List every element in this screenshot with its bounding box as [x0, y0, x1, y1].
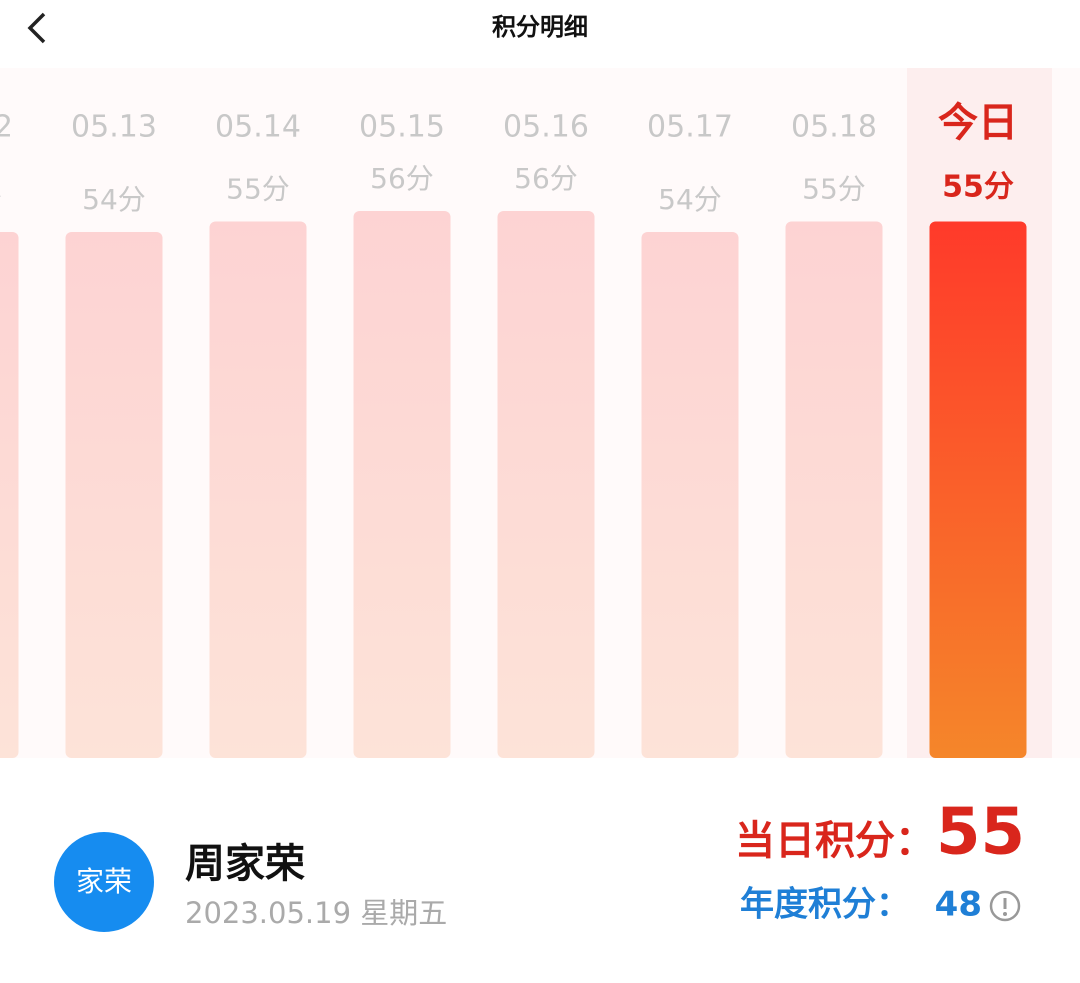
- date-text: 2023.05.19 星期五: [185, 896, 447, 930]
- value-label: 54分: [658, 183, 722, 216]
- x-tick-label: 05.18: [791, 110, 877, 145]
- annual-label: 年度积分：: [740, 885, 910, 925]
- value-label: 55分: [226, 173, 290, 206]
- value-label: 56分: [370, 162, 434, 195]
- x-tick-label: 今日: [938, 100, 1018, 146]
- daily-value: 55: [936, 796, 1025, 870]
- value-label: 55分: [802, 173, 866, 206]
- value-label: 56分: [514, 162, 578, 195]
- bar: [641, 232, 739, 759]
- bar: [929, 221, 1027, 758]
- daily-label: 当日积分：: [735, 818, 935, 864]
- avatar[interactable]: [54, 832, 154, 932]
- x-tick-label: 05.16: [503, 110, 589, 145]
- bar: [353, 211, 451, 758]
- bar: [497, 211, 595, 758]
- chart: 05.12 54分 05.13 54分 05.14 55分 05.15 56分 05.16 56分…: [0, 100, 1027, 759]
- x-tick-label: 05.17: [647, 110, 733, 145]
- value-label: 55分: [942, 170, 1014, 205]
- bar: [0, 232, 19, 758]
- x-tick-label: 05.15: [359, 110, 445, 145]
- back-button[interactable]: [27, 12, 46, 44]
- x-tick-label: 05.12: [0, 110, 13, 145]
- page-title: 积分明细: [492, 13, 588, 41]
- x-tick-label: 05.13: [71, 110, 157, 145]
- annual-value: 48: [935, 885, 982, 925]
- x-tick-label: 05.14: [215, 110, 301, 145]
- bar: [65, 232, 163, 759]
- user-name: 周家荣: [185, 841, 305, 887]
- info-icon[interactable]: [989, 890, 1021, 922]
- bar: [785, 221, 883, 758]
- avatar-text: 家荣: [76, 865, 132, 898]
- value-label: 54分: [82, 183, 146, 216]
- bar: [209, 221, 307, 758]
- value-label: 54分: [0, 183, 2, 216]
